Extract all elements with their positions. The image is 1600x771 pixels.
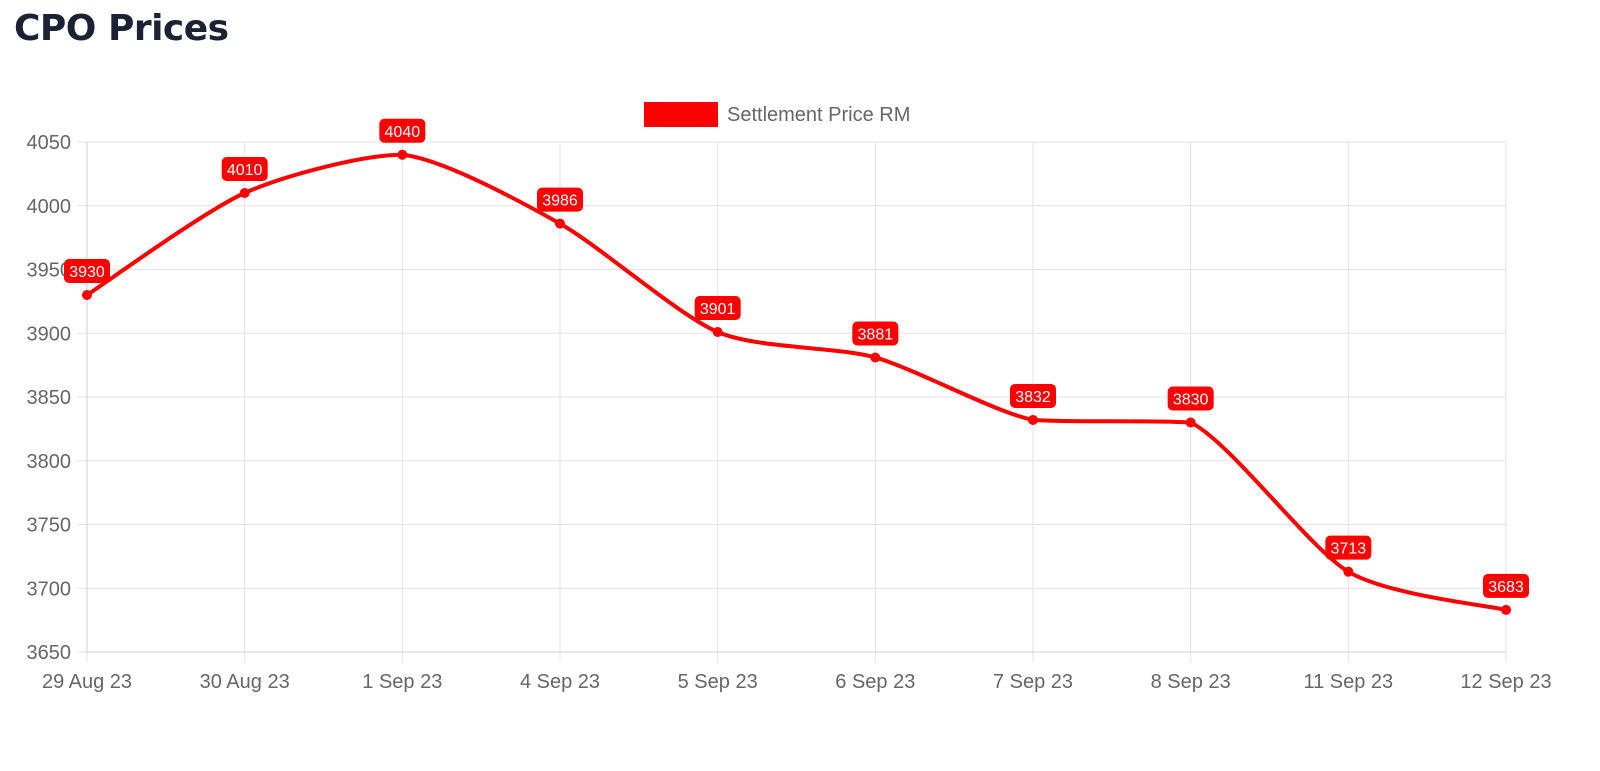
legend-label: Settlement Price RM bbox=[727, 104, 910, 126]
y-tick-label: 3700 bbox=[27, 578, 72, 600]
data-point[interactable] bbox=[1501, 604, 1511, 615]
data-label-text: 4010 bbox=[227, 162, 263, 179]
data-label: 4010 bbox=[221, 157, 268, 181]
x-tick-label: 7 Sep 23 bbox=[993, 671, 1073, 693]
data-label-badge bbox=[221, 157, 268, 181]
y-tick-label: 3800 bbox=[27, 451, 72, 473]
x-tick-label: 30 Aug 23 bbox=[200, 671, 290, 693]
y-tick-label: 4050 bbox=[27, 132, 72, 154]
data-label-badge bbox=[1010, 383, 1056, 408]
axes: 3650 3700 3750 3800 3850 3900 3950 4000 4050 29 A… bbox=[27, 132, 1552, 693]
data-label-badge bbox=[852, 321, 899, 346]
x-tick-label: 12 Sep 23 bbox=[1460, 671, 1551, 693]
data-point[interactable] bbox=[870, 352, 881, 363]
data-label-badge bbox=[1167, 386, 1214, 411]
grid bbox=[77, 141, 1507, 662]
data-label-text: 3901 bbox=[700, 301, 736, 318]
data-point[interactable] bbox=[1028, 414, 1038, 425]
y-tick-label: 3950 bbox=[27, 260, 72, 282]
x-tick-label: 6 Sep 23 bbox=[835, 671, 915, 693]
data-label-badge bbox=[694, 295, 741, 320]
data-label: 4040 bbox=[379, 118, 426, 143]
data-point[interactable] bbox=[239, 188, 250, 198]
x-tick-label: 4 Sep 23 bbox=[520, 671, 600, 693]
data-label-text: 3713 bbox=[1331, 541, 1367, 558]
data-label: 3930 bbox=[64, 259, 110, 283]
data-label-badge bbox=[1325, 535, 1372, 560]
data-label: 3986 bbox=[537, 187, 583, 212]
data-label-text: 3881 bbox=[858, 326, 894, 343]
series-layer bbox=[82, 149, 1511, 615]
legend-swatch bbox=[644, 102, 718, 127]
y-tick-label: 3750 bbox=[27, 515, 72, 537]
y-tick-label: 3900 bbox=[27, 323, 72, 345]
data-label-badge bbox=[64, 259, 110, 283]
data-point[interactable] bbox=[712, 326, 723, 337]
data-label: 3713 bbox=[1325, 535, 1372, 560]
data-label-text: 4040 bbox=[385, 124, 421, 141]
y-tick-label: 3850 bbox=[27, 387, 72, 409]
data-point[interactable] bbox=[397, 149, 408, 160]
data-label-badge bbox=[537, 187, 583, 212]
data-label: 3830 bbox=[1167, 386, 1214, 411]
x-tick-label: 1 Sep 23 bbox=[362, 671, 442, 693]
data-label: 3881 bbox=[852, 321, 899, 346]
series-line bbox=[85, 152, 1507, 612]
data-point[interactable] bbox=[82, 290, 92, 300]
data-labels: 3930 4010 4040 3986 3901 3881 3832 3830 3713 3683 bbox=[64, 118, 1529, 598]
data-label-text: 3986 bbox=[542, 193, 578, 210]
data-label: 3683 bbox=[1483, 573, 1529, 598]
data-point[interactable] bbox=[1185, 417, 1196, 428]
data-label-text: 3683 bbox=[1488, 579, 1524, 596]
y-tick-label: 4000 bbox=[27, 196, 72, 218]
data-point[interactable] bbox=[555, 218, 565, 229]
x-tick-label: 29 Aug 23 bbox=[42, 671, 132, 693]
x-tick-label: 5 Sep 23 bbox=[678, 671, 758, 693]
data-label-badge bbox=[379, 118, 426, 143]
data-label-text: 3930 bbox=[69, 264, 105, 281]
data-label-text: 3830 bbox=[1173, 392, 1209, 409]
page-title: CPO Prices bbox=[14, 8, 229, 49]
x-tick-label: 8 Sep 23 bbox=[1151, 671, 1231, 693]
data-label: 3832 bbox=[1010, 383, 1056, 408]
x-tick-label: 11 Sep 23 bbox=[1303, 671, 1393, 693]
data-point[interactable] bbox=[1343, 566, 1354, 577]
legend[interactable]: Settlement Price RM bbox=[644, 102, 910, 127]
data-label: 3901 bbox=[694, 295, 741, 320]
data-label-badge bbox=[1483, 573, 1529, 598]
data-label-text: 3832 bbox=[1015, 389, 1051, 406]
y-tick-label: 3650 bbox=[27, 642, 72, 664]
